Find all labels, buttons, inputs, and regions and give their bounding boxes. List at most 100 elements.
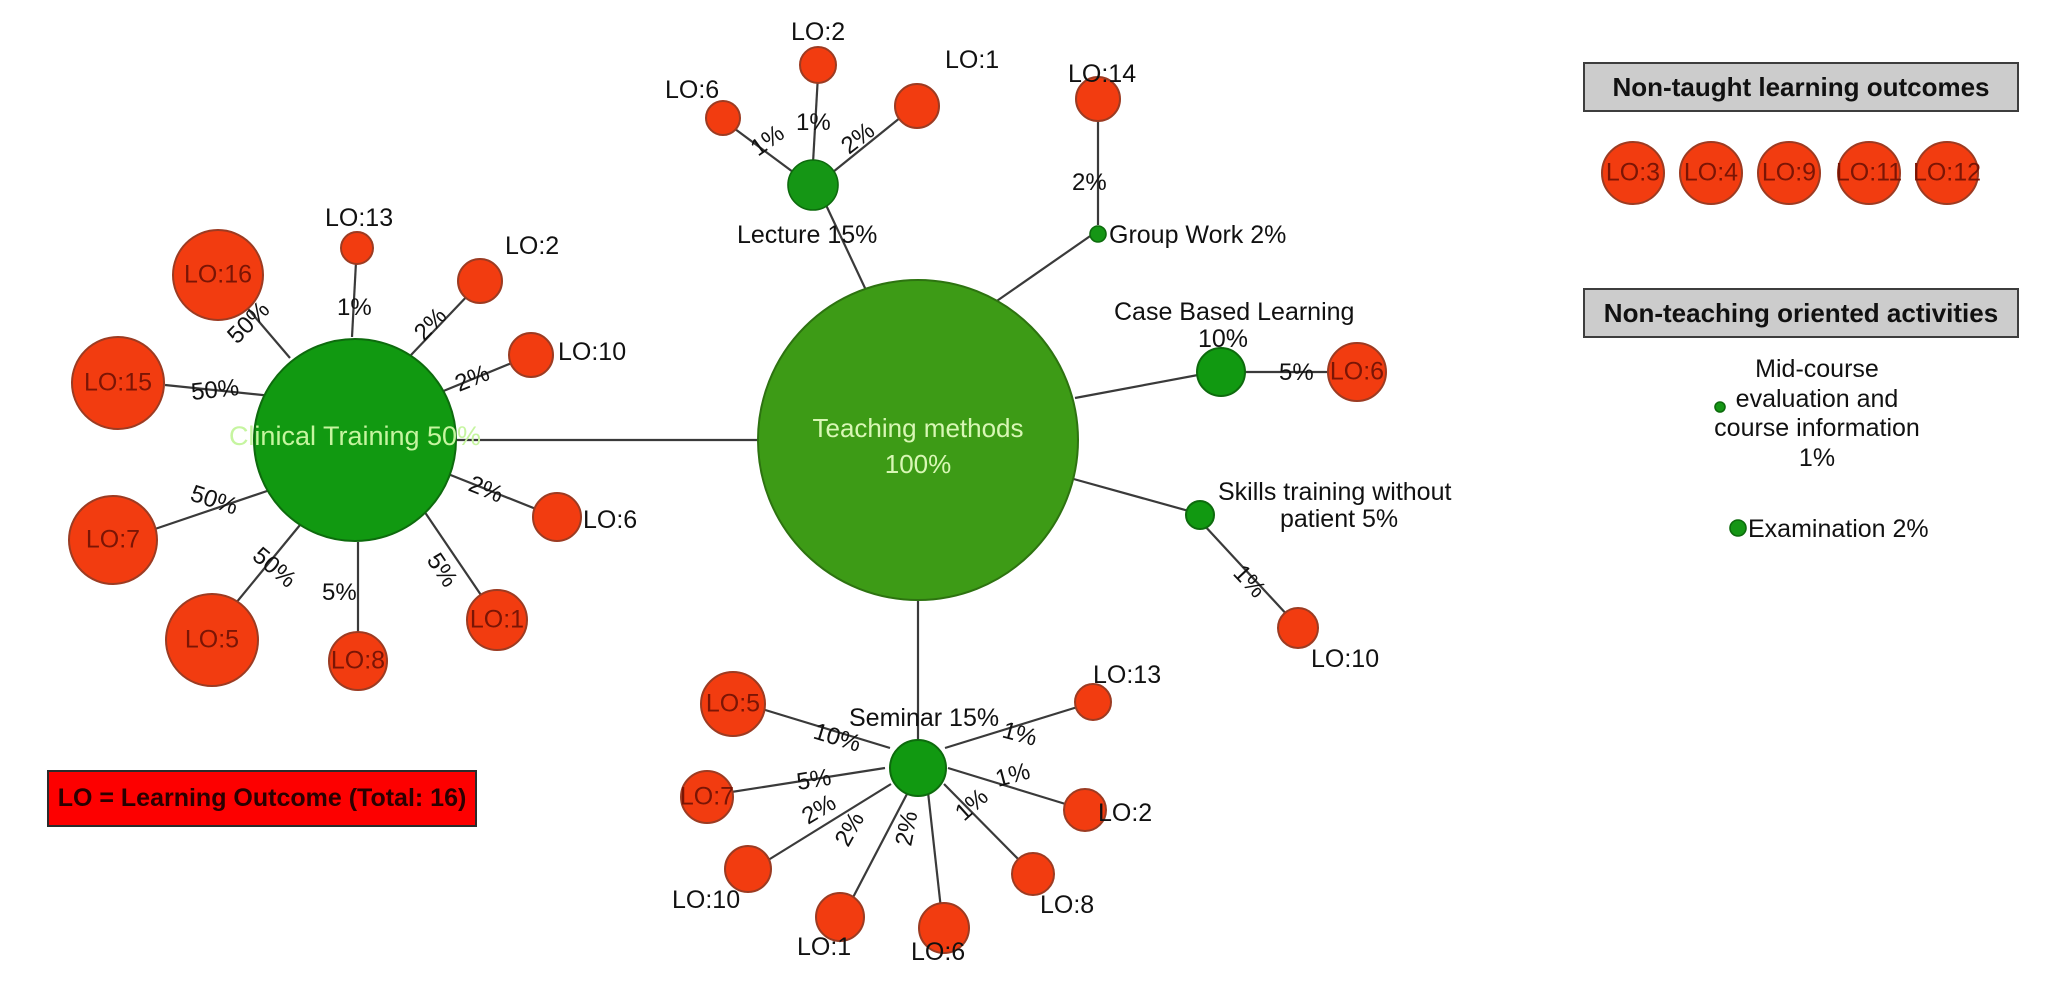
node-seminar-lo1[interactable] [815,892,865,942]
edge-seminar-lo2 [947,766,1073,808]
node-clinical-lo15[interactable]: LO:15 [71,336,165,430]
edge-seminar-lo1 [847,791,909,908]
edge-label-clinical-lo2: 2% [409,302,453,346]
legend-header-non-taught-label: Non-taught learning outcomes [1612,71,1990,102]
node-seminar-lo2[interactable] [1063,788,1107,832]
learning-outcome-key-box: LO = Learning Outcome (Total: 16) [47,770,477,827]
node-seminar-lo8[interactable] [1011,852,1055,896]
edge-label-seminar-lo13: 1% [999,717,1039,752]
edge-seminar-lo13 [944,703,1085,750]
legend-lo-9[interactable]: LO:9 [1757,141,1821,205]
node-skills-lo10[interactable] [1277,607,1319,649]
node-lecture-lo6[interactable] [705,100,741,136]
legend-lo-9-label: LO:9 [1762,159,1816,187]
node-clinical-lo2[interactable] [457,258,503,304]
node-seminar[interactable] [889,739,947,797]
node-label-case-based-line2: 10% [1198,325,1248,353]
legend-lo-11[interactable]: LO:11 [1836,141,1902,205]
node-seminar-lo13[interactable] [1074,683,1112,721]
edge-label-seminar-lo6: 2% [890,809,923,848]
node-teaching-methods[interactable]: Teaching methods 100% [757,279,1079,601]
edge-label-clinical-lo1: 5% [421,548,463,592]
node-skills-training[interactable] [1185,500,1215,530]
node-label-clinical-lo16: LO:16 [184,261,252,289]
node-label-clinical-lo7: LO:7 [86,526,140,554]
node-lecture[interactable] [787,159,839,211]
edge-label-clinical-lo13: 1% [337,294,372,321]
node-label-clinical-lo2: LO:2 [505,232,559,260]
node-label-clinical-training: Clinical Training 50% [229,421,481,451]
node-clinical-lo8[interactable]: LO:8 [328,631,388,691]
node-seminar-lo5[interactable]: LO:5 [700,671,766,737]
node-label-clinical-lo5: LO:5 [185,626,239,654]
node-label-seminar: Seminar 15% [849,704,999,732]
legend-nodes-layer: LO:3 LO:4 LO:9 LO:11 LO:12 [1601,141,1981,537]
legend-midcourse-line3: course information [1714,414,1920,442]
node-seminar-lo6[interactable] [918,902,970,954]
edge-clinical-lo6 [442,470,542,513]
legend-midcourse-dot [1714,401,1726,413]
legend-examination-text: Examination 2% [1748,515,1929,543]
edge-seminar-lo6 [926,791,944,919]
node-label-skills-line2: patient 5% [1280,505,1398,533]
edge-seminar-lo8 [943,783,1028,869]
edge-clinical-lo1 [419,504,484,599]
node-label-group-work: Group Work 2% [1109,221,1286,249]
edge-label-casebased-lo6: 5% [1279,359,1314,386]
legend-lo-3[interactable]: LO:3 [1601,141,1665,205]
edge-label-clinical-lo6: 2% [465,471,507,509]
edge-label-seminar-lo10: 2% [797,789,841,830]
edge-clinical-lo15 [164,383,273,398]
node-clinical-lo5[interactable]: LO:5 [165,593,259,687]
node-casebased-lo6[interactable]: LO:6 [1327,342,1387,402]
node-label-teaching-methods-line1: Teaching methods [812,413,1023,443]
node-label-seminar-lo2: LO:2 [1098,799,1152,827]
node-clinical-lo10[interactable] [508,332,554,378]
learning-outcome-key-label: LO = Learning Outcome (Total: 16) [57,784,467,812]
node-label-seminar-lo1: LO:1 [797,933,851,961]
legend-lo-4[interactable]: LO:4 [1679,141,1743,205]
node-label-seminar-lo7: LO:7 [680,783,734,811]
node-clinical-training[interactable]: Clinical Training 50% [229,338,481,542]
node-group-work[interactable] [1089,225,1107,243]
node-label-groupwork-lo14: LO:14 [1068,60,1136,88]
node-clinical-lo13[interactable] [340,231,374,265]
edge-root-casebased [1074,370,1215,400]
node-seminar-lo7[interactable]: LO:7 [680,770,734,824]
node-lecture-lo2[interactable] [799,46,837,84]
node-label-skills-line1: Skills training without [1218,478,1451,506]
node-lecture-lo1[interactable] [894,83,940,129]
edge-label-groupwork-lo14: 2% [1072,169,1107,196]
node-label-lecture-lo2: LO:2 [791,18,845,46]
legend-lo-12[interactable]: LO:12 [1913,141,1981,205]
node-case-based-learning[interactable] [1196,347,1246,397]
legend-midcourse-line4: 1% [1798,443,1836,472]
edge-label-clinical-lo8: 5% [322,579,357,606]
edge-skills-lo10 [1202,523,1291,619]
node-clinical-lo1[interactable]: LO:1 [466,589,528,651]
node-clinical-lo6[interactable] [532,492,582,542]
legend-header-non-teaching-label: Non-teaching oriented activities [1603,297,1999,328]
edge-label-seminar-lo7: 5% [795,764,833,796]
node-groupwork-lo14[interactable] [1075,76,1121,122]
legend-lo-4-label: LO:4 [1684,159,1738,187]
node-label-lecture-lo1: LO:1 [945,46,999,74]
node-seminar-lo10[interactable] [724,845,772,893]
node-label-seminar-lo6: LO:6 [911,938,965,966]
node-label-seminar-lo10: LO:10 [672,886,740,914]
edge-seminar-lo7 [724,766,886,795]
node-label-clinical-lo10: LO:10 [558,338,626,366]
legend-examination-dot [1729,519,1747,537]
legend-midcourse-line2: evaluation and [1735,384,1899,413]
node-label-clinical-lo1: LO:1 [470,606,524,634]
edge-label-lecture-lo1: 2% [836,117,880,160]
legend-midcourse-line1: Mid-course [1755,355,1879,383]
legend-lo-3-label: LO:3 [1606,159,1660,187]
edge-lecture-lo2 [811,74,820,164]
edge-seminar-lo10 [764,783,892,863]
edge-clinical-lo7 [151,488,271,532]
legend-header-non-taught: Non-taught learning outcomes [1583,62,2019,112]
node-clinical-lo16[interactable]: LO:16 [172,229,264,321]
node-clinical-lo7[interactable]: LO:7 [68,495,158,585]
